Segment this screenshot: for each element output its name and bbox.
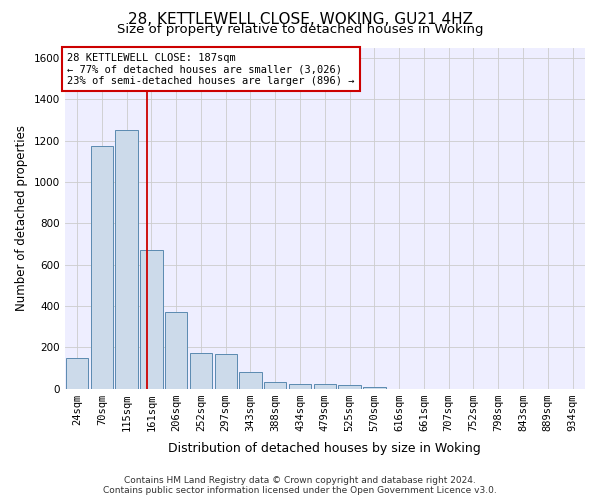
Bar bbox=[289, 384, 311, 388]
Text: Size of property relative to detached houses in Woking: Size of property relative to detached ho… bbox=[117, 22, 483, 36]
Bar bbox=[66, 358, 88, 388]
Text: 28 KETTLEWELL CLOSE: 187sqm
← 77% of detached houses are smaller (3,026)
23% of : 28 KETTLEWELL CLOSE: 187sqm ← 77% of det… bbox=[67, 52, 355, 86]
Bar bbox=[239, 372, 262, 388]
Bar bbox=[91, 146, 113, 388]
Text: Contains HM Land Registry data © Crown copyright and database right 2024.
Contai: Contains HM Land Registry data © Crown c… bbox=[103, 476, 497, 495]
Bar bbox=[264, 382, 286, 388]
Bar bbox=[215, 354, 237, 388]
Bar bbox=[165, 312, 187, 388]
Text: 28, KETTLEWELL CLOSE, WOKING, GU21 4HZ: 28, KETTLEWELL CLOSE, WOKING, GU21 4HZ bbox=[128, 12, 473, 28]
Bar bbox=[314, 384, 336, 388]
Bar bbox=[190, 354, 212, 388]
Bar bbox=[338, 386, 361, 388]
Bar bbox=[115, 130, 138, 388]
Y-axis label: Number of detached properties: Number of detached properties bbox=[15, 125, 28, 311]
Bar bbox=[140, 250, 163, 388]
X-axis label: Distribution of detached houses by size in Woking: Distribution of detached houses by size … bbox=[169, 442, 481, 455]
